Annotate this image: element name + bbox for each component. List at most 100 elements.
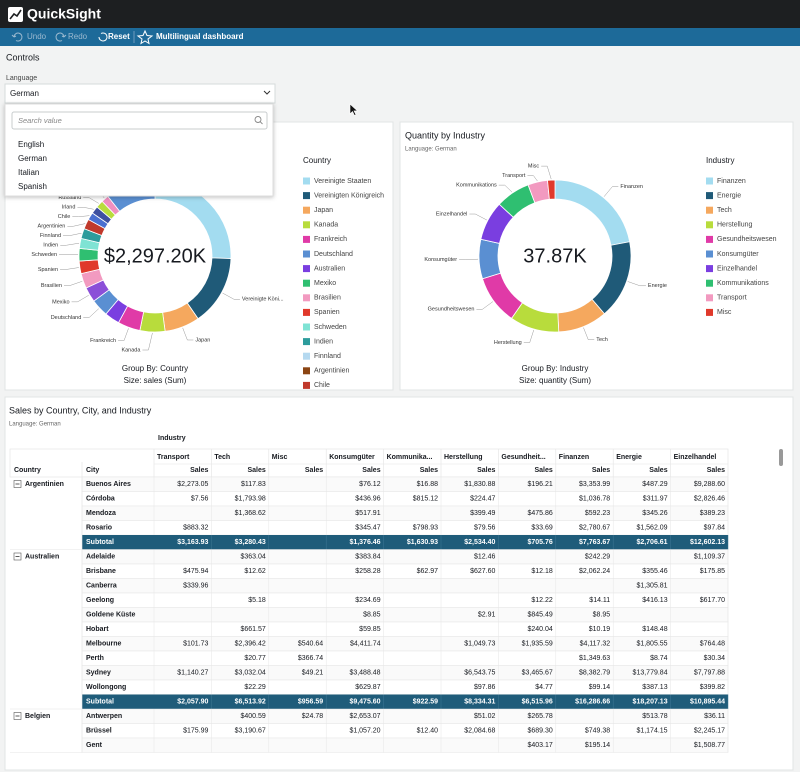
legend-item[interactable]: Kanada <box>314 222 338 229</box>
table-cell: $8.95 <box>593 612 611 619</box>
table-cell: $689.30 <box>527 728 552 735</box>
legend-item[interactable]: Transport <box>717 295 747 302</box>
legend-item[interactable]: Tech <box>717 207 732 214</box>
slice[interactable] <box>478 238 502 280</box>
legend-swatch <box>303 381 310 389</box>
legend-item[interactable]: Kommunikations <box>717 280 769 287</box>
app-name[interactable]: QuickSight <box>27 6 101 22</box>
table-cell: $8.74 <box>650 655 668 662</box>
reset-button[interactable]: Reset <box>108 32 130 41</box>
scrollbar[interactable] <box>779 449 783 466</box>
legend-item[interactable]: Misc <box>717 309 732 316</box>
table-cell: $661.57 <box>240 626 265 633</box>
measure-header: Sales <box>535 467 553 474</box>
dropdown-option[interactable]: Italian <box>18 168 39 177</box>
column-header[interactable]: Energie <box>616 454 642 461</box>
legend-item[interactable]: Vereinigten Königreich <box>314 192 384 199</box>
language-select[interactable] <box>4 83 276 104</box>
search-box[interactable] <box>11 111 268 130</box>
favorite-icon[interactable] <box>136 29 154 45</box>
leader-line <box>72 215 90 218</box>
column-header[interactable]: Konsumgüter <box>329 454 375 461</box>
measure-header: Sales <box>477 467 495 474</box>
measure-header: Sales <box>649 467 667 474</box>
legend-item[interactable]: Gesundheitswesen <box>717 236 777 243</box>
legend-item[interactable]: Finanzen <box>717 178 746 185</box>
column-header[interactable]: Transport <box>157 454 190 461</box>
leader-line <box>63 232 82 237</box>
legend-swatch <box>706 294 713 302</box>
table-row <box>81 505 729 521</box>
legend-item[interactable]: Energie <box>717 192 741 199</box>
table-cell: $845.49 <box>527 612 552 619</box>
column-header[interactable]: Herstellung <box>444 454 483 461</box>
legend-item[interactable]: Japan <box>314 207 333 214</box>
column-header[interactable]: Misc <box>272 454 288 461</box>
legend-item[interactable]: Deutschland <box>314 251 353 258</box>
leader-line <box>523 329 534 343</box>
column-header[interactable]: Kommunika... <box>387 454 433 461</box>
legend-item[interactable]: Chile <box>314 382 330 389</box>
dropdown-option[interactable]: Spanish <box>18 182 47 191</box>
city-cell: Buenos Aires <box>86 481 131 488</box>
legend-item[interactable]: Brasilien <box>314 295 341 302</box>
table-cell: $749.38 <box>585 728 610 735</box>
legend-item[interactable]: Finnland <box>314 353 341 360</box>
legend-item[interactable]: Argentinien <box>314 368 350 375</box>
column-header[interactable]: Einzelhandel <box>674 454 717 461</box>
legend-item[interactable]: Mexiko <box>314 280 336 287</box>
subtotal-cell: $705.76 <box>527 539 552 546</box>
donut-chart: Vereinigte Köni...JapanLuxemburgRussland… <box>31 156 384 389</box>
column-header[interactable]: Gesundheit... <box>501 454 545 461</box>
subtotal-cell: $7,763.67 <box>579 539 610 546</box>
legend-item[interactable]: Einzelhandel <box>717 265 758 272</box>
legend-item[interactable]: Herstellung <box>717 222 753 229</box>
legend-swatch <box>303 323 310 331</box>
table-row <box>81 679 729 695</box>
table-cell: $13,779.84 <box>633 670 668 677</box>
table-cell: $3,353.99 <box>579 481 610 488</box>
legend-item[interactable]: Spanien <box>314 309 340 316</box>
table-title: Sales by Country, City, and Industry <box>9 405 152 415</box>
table-cell: $1,057.20 <box>349 728 380 735</box>
legend-swatch <box>706 235 713 243</box>
city-cell: Geelong <box>86 597 114 604</box>
table-cell: $1,109.37 <box>694 554 725 561</box>
legend-item[interactable]: Indien <box>314 338 333 345</box>
slice-label: Misc <box>528 164 540 170</box>
column-header[interactable]: Tech <box>214 454 230 461</box>
table-cell: $12.62 <box>244 568 266 575</box>
table-row <box>81 636 729 652</box>
undo-button[interactable]: Undo <box>27 32 47 41</box>
leader-line <box>182 327 194 341</box>
table-cell: $798.93 <box>413 525 438 532</box>
slice-label: Transport <box>502 173 526 179</box>
slice-label: Chile <box>58 214 71 220</box>
slice[interactable] <box>547 179 556 200</box>
legend-item[interactable]: Australien <box>314 265 345 272</box>
table-cell: $195.14 <box>585 742 610 749</box>
legend-item[interactable]: Frankreich <box>314 236 347 243</box>
slice[interactable] <box>139 311 166 333</box>
legend-item[interactable]: Schweden <box>314 324 347 331</box>
measure-header: Sales <box>362 467 380 474</box>
legend-swatch <box>303 235 310 243</box>
country-cell: Australien <box>25 554 59 561</box>
legend-item[interactable]: Vereinigte Staaten <box>314 178 371 185</box>
redo-button[interactable]: Redo <box>68 32 88 41</box>
table-row <box>81 520 729 536</box>
slice-label: Konsumgüter <box>424 257 457 263</box>
table-cell: $815.12 <box>413 496 438 503</box>
city-cell: Melbourne <box>86 641 121 648</box>
dropdown-option[interactable]: English <box>18 140 44 149</box>
legend-item[interactable]: Konsumgüter <box>717 251 759 258</box>
table-row <box>81 650 729 666</box>
column-header[interactable]: Finanzen <box>559 454 589 461</box>
table-row <box>81 491 729 507</box>
dropdown-option[interactable]: German <box>18 154 47 163</box>
control-label: Language <box>6 75 37 82</box>
reset-icon <box>98 32 108 42</box>
measure-header: Sales <box>707 467 725 474</box>
legend-swatch <box>706 221 713 229</box>
